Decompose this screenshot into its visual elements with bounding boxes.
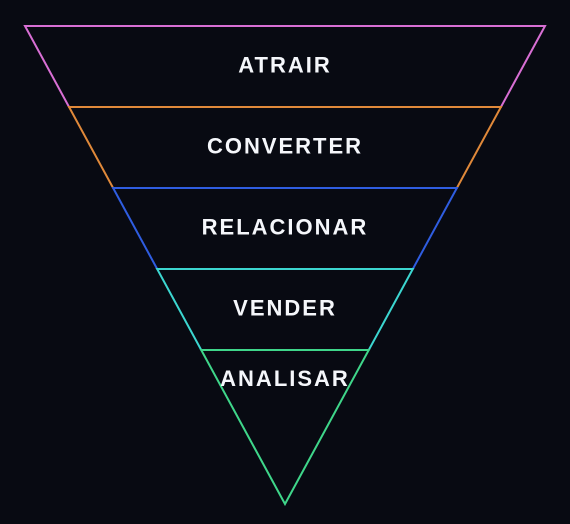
marketing-funnel-diagram: ATRAIR CONVERTER RELACIONAR VENDER ANALISAR [0,0,570,524]
funnel-stage-label-1: CONVERTER [207,133,363,158]
funnel-stage-label-0: ATRAIR [238,52,331,77]
funnel-stage-label-3: VENDER [233,295,337,320]
funnel-stage-label-4: ANALISAR [220,366,350,391]
funnel-stage-label-2: RELACIONAR [202,214,369,239]
